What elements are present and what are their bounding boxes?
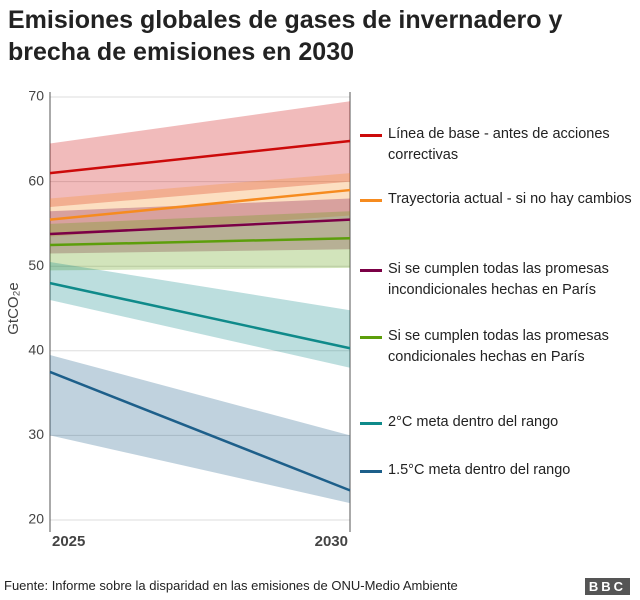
chart-title: Emisiones globales de gases de invernade…	[8, 6, 563, 66]
legend-swatch	[360, 199, 382, 202]
x-tick-label: 2025	[52, 533, 85, 550]
line	[49, 370, 351, 492]
y-tick-label: 50	[28, 257, 44, 273]
legend-swatch	[360, 470, 382, 473]
line	[49, 188, 351, 221]
source: Fuente: Informe sobre la disparidad en l…	[4, 578, 458, 593]
legend-entry: Si se cumplen todas las promesas condici…	[388, 328, 609, 365]
y-tick-label: 60	[28, 172, 44, 188]
x-tick-label: 2030	[315, 533, 348, 550]
legend-swatch	[360, 336, 382, 339]
y-tick-label: 70	[28, 88, 44, 104]
legend-entry: 2°C meta dentro del rango	[388, 414, 559, 430]
legend-swatch	[360, 134, 382, 137]
y-axis-label: GtCO₂e	[5, 282, 22, 335]
legend-swatch	[360, 269, 382, 272]
band	[50, 355, 350, 504]
band	[50, 101, 350, 207]
y-tick-label: 40	[28, 342, 44, 358]
legend-entry: Trayectoria actual - si no hay cambios	[388, 191, 632, 207]
y-tick-label: 30	[28, 426, 44, 442]
legend-entry: 1.5°C meta dentro del rango	[388, 462, 571, 478]
line	[49, 218, 351, 236]
legend-entry: Línea de base - antes de acciones correc…	[388, 126, 610, 163]
legend-entry: Si se cumplen todas las promesas incondi…	[388, 261, 609, 298]
line	[49, 237, 351, 247]
line	[49, 139, 351, 175]
y-tick-label: 20	[28, 511, 44, 527]
logo: BBC	[584, 578, 630, 595]
legend-swatch	[360, 422, 382, 425]
line	[49, 281, 351, 350]
